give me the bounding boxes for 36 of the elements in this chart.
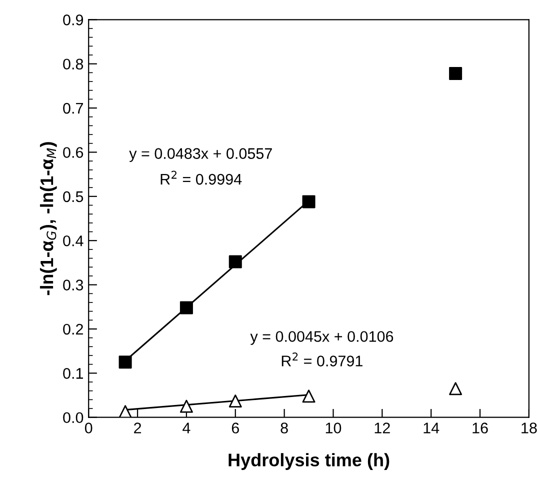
y-tick-label: 0.2 xyxy=(63,324,83,335)
point xyxy=(449,382,462,396)
point xyxy=(302,390,316,403)
x-axis-title: Hydrolysis time (h) xyxy=(228,453,390,470)
point xyxy=(302,195,316,208)
y-tick-label: 0.6 xyxy=(63,147,84,158)
point xyxy=(118,405,132,418)
x-tick-label: 8 xyxy=(280,422,288,434)
point xyxy=(180,400,193,413)
y-axis-title: -ln(1-α$_{G}$), -ln(1-α$_{M}$) xyxy=(40,142,57,296)
annotation: y = 0.0483x + 0.0557 xyxy=(129,148,272,162)
x-tick-label: 12 xyxy=(374,422,390,434)
y-tick-label: 0.5 xyxy=(63,191,84,202)
x-tick-label: 18 xyxy=(522,422,537,434)
y-tick-label: 0.9 xyxy=(63,14,84,26)
x-tick-label: 2 xyxy=(134,422,142,434)
x-tick-label: 4 xyxy=(182,422,190,434)
y-tick-label: 0.0 xyxy=(63,412,84,424)
y-tick-label: 0.1 xyxy=(63,368,83,379)
point xyxy=(228,255,242,268)
annotation: R$^{2}$ = 0.9791 xyxy=(282,352,362,366)
x-tick-label: 14 xyxy=(424,422,440,434)
y-tick-label: 0.3 xyxy=(63,280,84,290)
x-tick-label: 16 xyxy=(472,422,488,434)
point xyxy=(118,356,132,369)
annotation: y = 0.0045x + 0.0106 xyxy=(250,331,394,345)
y-tick-label: 0.4 xyxy=(63,235,84,246)
y-tick-label: 0.8 xyxy=(63,58,84,70)
point xyxy=(228,394,242,408)
point xyxy=(180,301,193,314)
x-tick-label: 0 xyxy=(84,422,92,434)
x-tick-label: 6 xyxy=(232,422,239,434)
point xyxy=(449,67,462,80)
x-tick-label: 10 xyxy=(326,422,342,434)
annotation: R$^{2}$ = 0.9994 xyxy=(160,170,242,185)
y-tick-label: 0.7 xyxy=(63,102,83,114)
